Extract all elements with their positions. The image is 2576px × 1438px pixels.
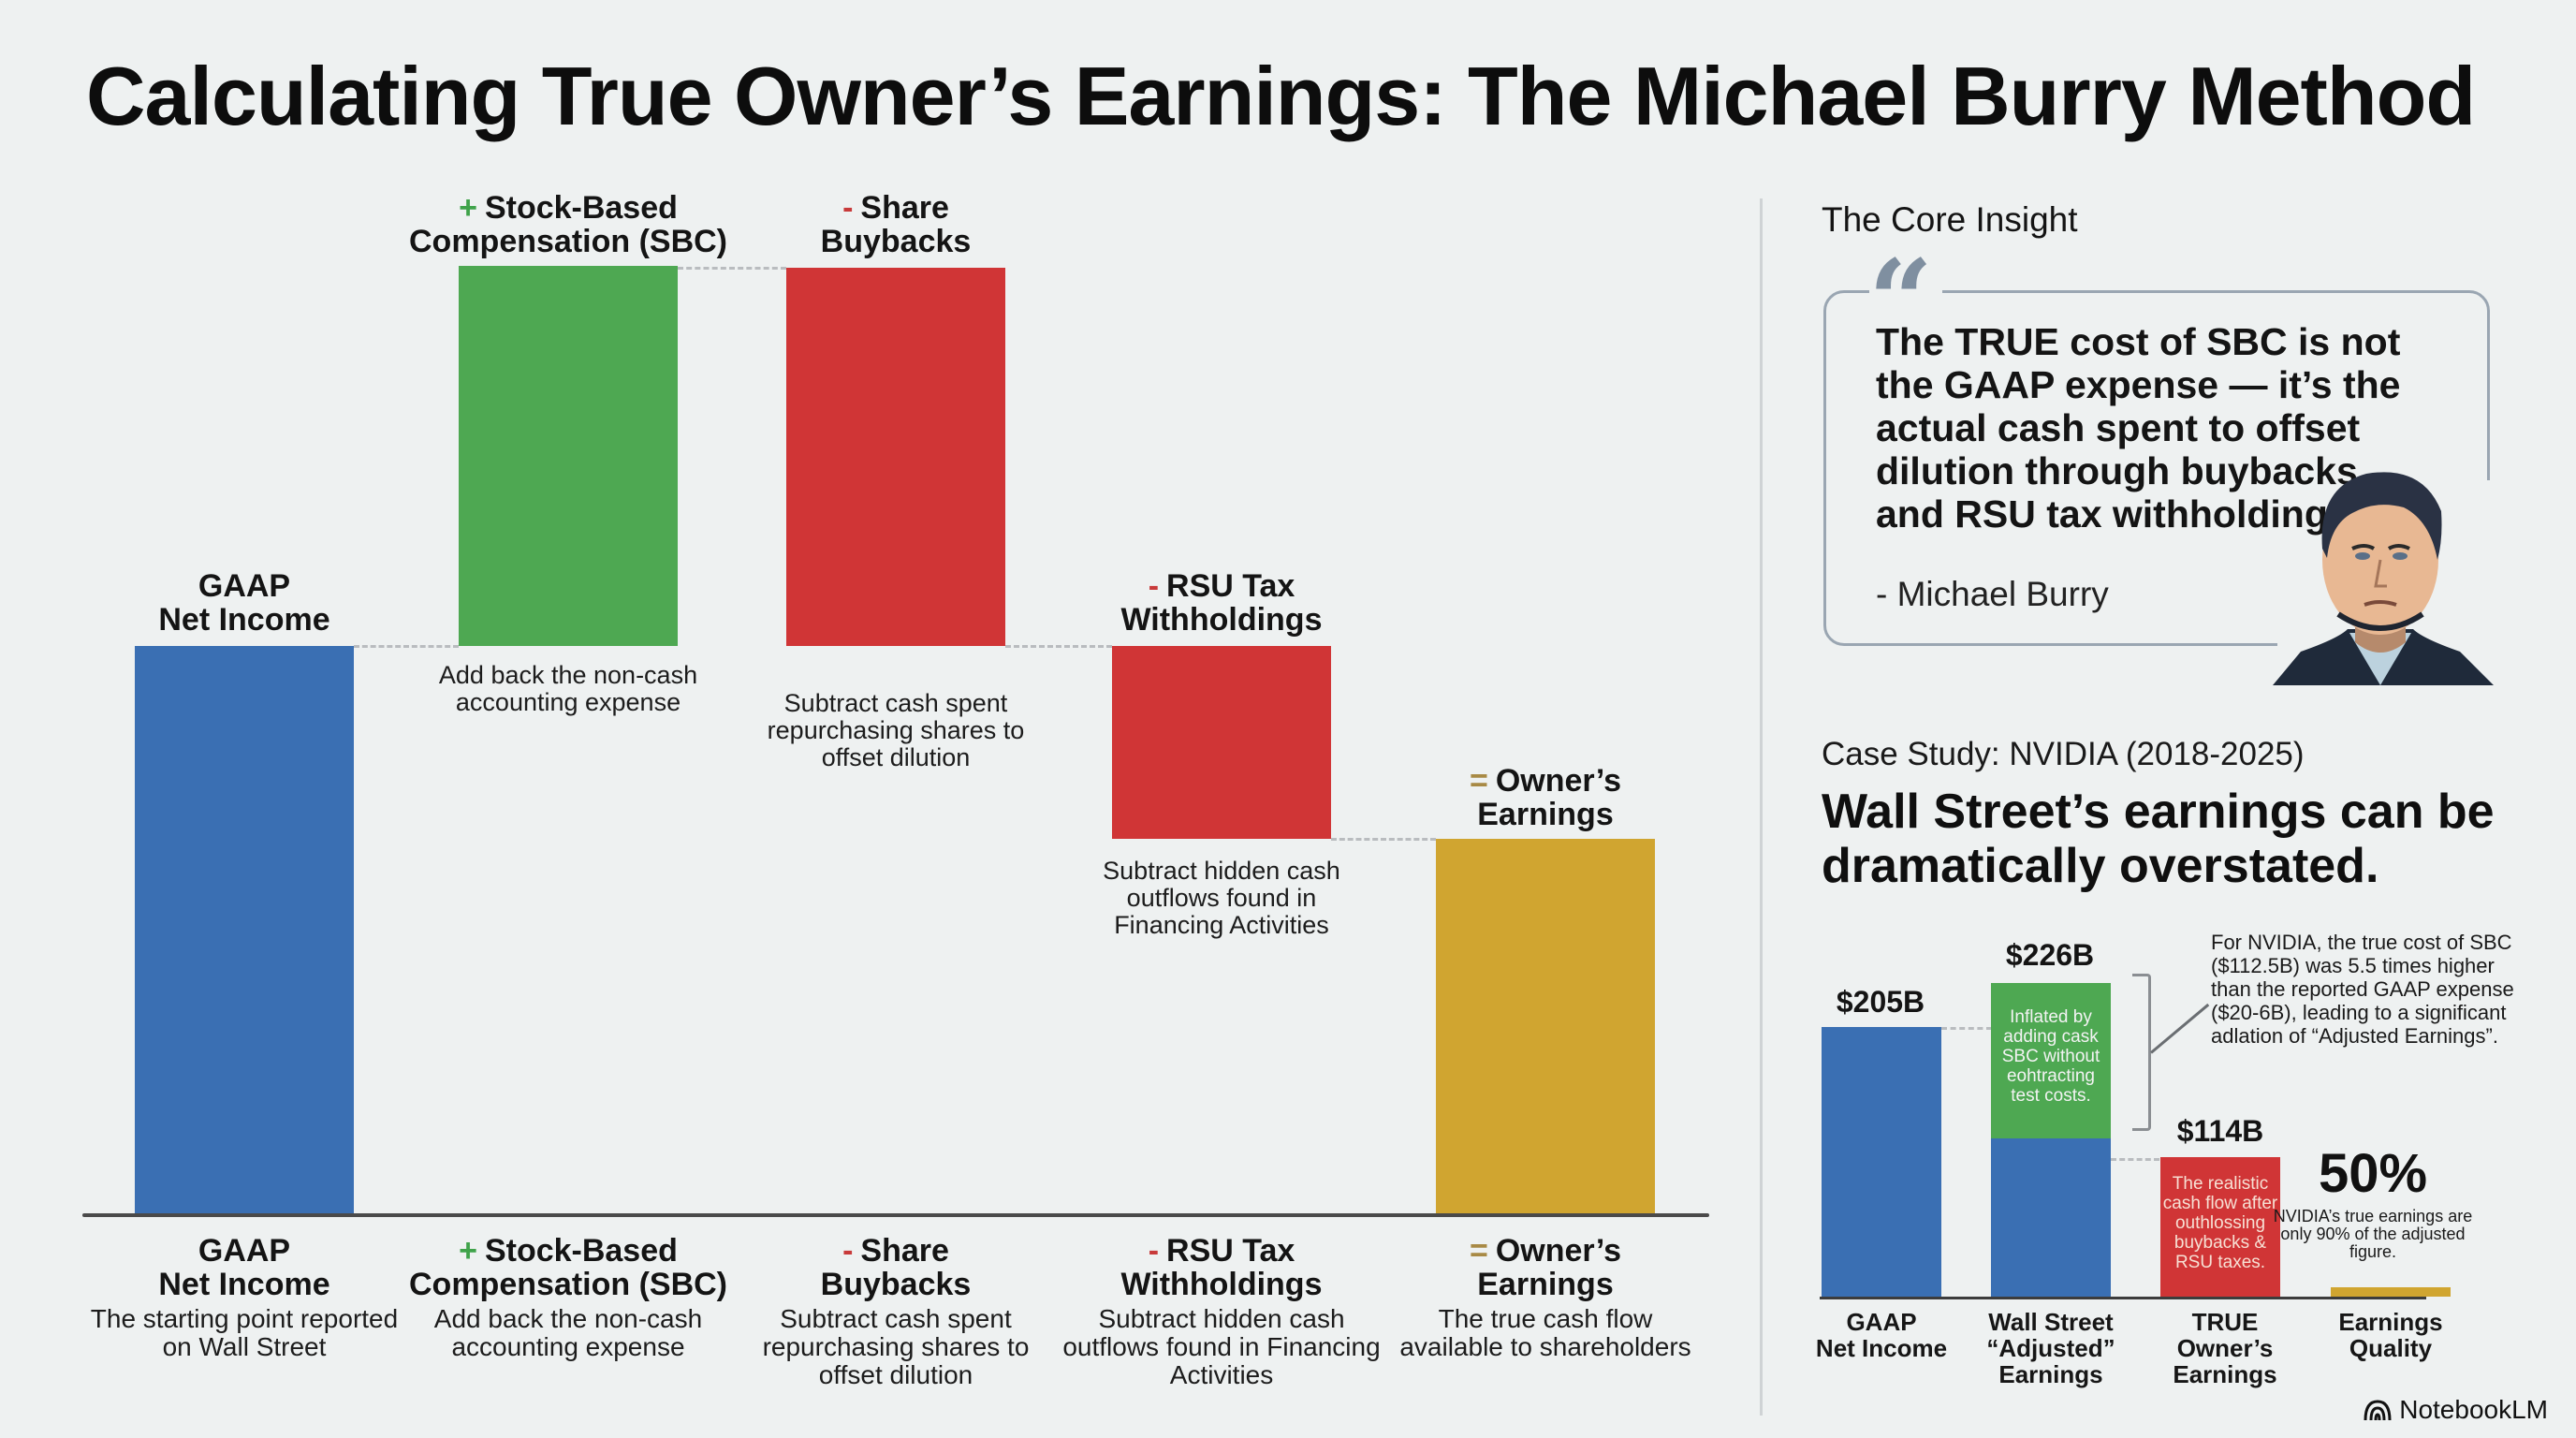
top-label-sbc: + Stock-Based Compensation (SBC) [409, 190, 727, 259]
page-title: Calculating True Owner’s Earnings: The M… [86, 50, 2476, 142]
desc-sbc: Add back the non-cash accounting expense [438, 661, 698, 716]
x-axis-line [1820, 1297, 2426, 1299]
bar-sbc [459, 266, 678, 646]
plus-icon: + [459, 190, 477, 226]
quote-text: The TRUE cost of SBC is not the GAAP exp… [1876, 320, 2401, 536]
sbc-annotation: For NVIDIA, the true cost of SBC ($112.5… [2211, 931, 2514, 1048]
panel-divider [1760, 198, 1763, 1416]
category-gaap: GAAP Net Income [1815, 1308, 1948, 1362]
true-inner-text: The realistic cash flow after outhlossin… [2162, 1174, 2278, 1272]
connector-line [678, 267, 786, 270]
top-label-owners: = Owner’s Earnings [1469, 763, 1622, 832]
brand-logo: NotebookLM [2364, 1395, 2548, 1425]
quote-author: - Michael Burry [1876, 575, 2109, 613]
bar-share-buybacks [786, 268, 1005, 646]
top-label-gaap: GAAP Net Income [158, 568, 330, 638]
bar-earnings-quality [2331, 1287, 2451, 1297]
notebooklm-icon [2364, 1400, 2392, 1421]
bar-adjusted-base-segment [1991, 1138, 2111, 1297]
core-insight-heading: The Core Insight [1822, 200, 2078, 239]
top-label-rsu: - RSU Tax Withholdings [1120, 568, 1323, 638]
bottom-col-buybacks: - Share Buybacks Subtract cash spent repur… [762, 1233, 1030, 1389]
bottom-col-sbc: + Stock-Based Compensation (SBC) Add back … [409, 1233, 727, 1361]
adjusted-inner-text: Inflated by adding cask SBC without eoht… [2001, 1007, 2100, 1106]
bottom-col-rsu: - RSU Tax Withholdings Subtract hidden cas… [1062, 1233, 1381, 1389]
bar-gaap-net-income [135, 646, 354, 1213]
leader-line [2150, 1003, 2210, 1054]
top-label-buybacks: - Share Buybacks [820, 190, 972, 259]
value-label-true: $114B [2176, 1114, 2264, 1148]
category-quality: Earnings Quality [2338, 1308, 2443, 1362]
bar-rsu-tax [1112, 646, 1331, 839]
minus-icon: - [842, 1233, 854, 1269]
connector-line [1331, 838, 1436, 841]
portrait-image [2273, 472, 2494, 685]
bar-adjusted-sbc-segment [1991, 983, 2111, 1138]
connector-line [1941, 1027, 1992, 1030]
bottom-col-owners: = Owner’s Earnings The true cash flow avai… [1399, 1233, 1691, 1361]
brand-name: NotebookLM [2399, 1395, 2548, 1424]
connector-line [1005, 645, 1112, 648]
connector-line [2111, 1158, 2159, 1161]
value-label-gaap: $205B [1836, 985, 1925, 1019]
minus-icon: - [1148, 1233, 1160, 1269]
nvidia-bar-chart: $205B $226B Inflated by adding cask SBC … [1778, 917, 2576, 1438]
earnings-quality-percent: 50% [2318, 1143, 2428, 1204]
earnings-quality-desc: NVIDIA’s true earnings are only 90% of t… [2273, 1207, 2473, 1261]
bar-owners-earnings [1436, 839, 1655, 1213]
minus-icon: - [1148, 568, 1160, 604]
equals-icon: = [1469, 1233, 1488, 1269]
bar-gaap [1822, 1027, 1941, 1297]
plus-icon: + [459, 1233, 477, 1269]
desc-rsu: Subtract hidden cash outflows found in F… [1103, 857, 1340, 939]
equals-icon: = [1469, 763, 1488, 799]
quote-mark-icon: “ [1868, 235, 1934, 367]
category-adjusted: Wall Street “Adjusted” Earnings [1986, 1308, 2115, 1388]
case-study-headline: Wall Street’s earnings can be dramatical… [1822, 785, 2495, 893]
connector-line [354, 645, 459, 648]
bottom-col-gaap: GAAP Net Income The starting point report… [90, 1233, 399, 1361]
bar-true-owners [2160, 1157, 2280, 1297]
case-study-subtitle: Case Study: NVIDIA (2018-2025) [1822, 736, 2305, 772]
category-true: TRUE Owner’s Earnings [2173, 1308, 2277, 1388]
value-label-adjusted: $226B [2005, 938, 2095, 972]
waterfall-chart: GAAP Net Income + Stock-Based Compensatio… [82, 190, 1709, 1389]
minus-icon: - [842, 190, 854, 226]
bracket [2132, 974, 2151, 1131]
x-axis-line [82, 1213, 1709, 1217]
desc-buybacks: Subtract cash spent repurchasing shares … [767, 689, 1025, 771]
